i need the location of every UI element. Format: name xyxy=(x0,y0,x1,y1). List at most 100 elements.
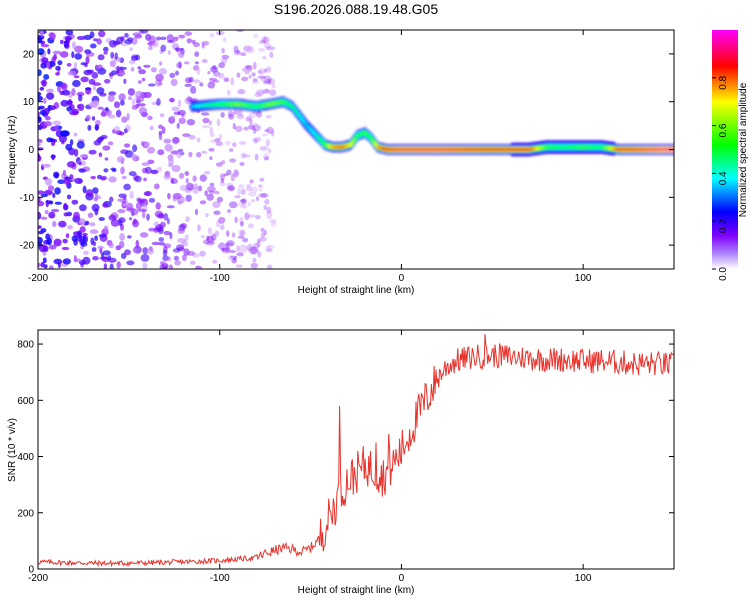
noise-cell xyxy=(238,184,245,190)
noise-cell xyxy=(123,128,128,134)
noise-cell xyxy=(188,135,196,140)
noise-cell xyxy=(235,171,239,176)
ridge-core-cell xyxy=(354,135,358,140)
noise-cell xyxy=(52,221,57,227)
noise-cell xyxy=(248,64,252,73)
noise-cell xyxy=(73,61,77,70)
noise-cell xyxy=(264,88,270,94)
noise-cell xyxy=(71,88,76,96)
noise-cell xyxy=(121,43,129,47)
noise-cell xyxy=(192,79,201,84)
noise-cell xyxy=(176,152,182,159)
noise-cell xyxy=(264,198,270,205)
noise-cell xyxy=(252,124,261,132)
noise-cell xyxy=(216,196,223,203)
noise-cell xyxy=(88,149,97,155)
ridge-core-cell xyxy=(352,138,357,142)
noise-cell xyxy=(38,153,41,162)
colorbar-ticks: 0.0 0.2 0.4 0.6 0.8 xyxy=(712,75,729,281)
noise-cell xyxy=(123,78,127,85)
noise-cell xyxy=(263,42,271,49)
noise-cell xyxy=(82,185,87,194)
noise-cell xyxy=(103,225,109,234)
noise-cell xyxy=(222,247,231,252)
noise-cell xyxy=(76,91,85,97)
noise-cell xyxy=(91,247,97,252)
spectrogram-ridge xyxy=(189,96,674,157)
noise-cell xyxy=(242,154,251,158)
noise-cell xyxy=(197,185,203,192)
noise-cell xyxy=(46,92,55,100)
noise-cell xyxy=(138,69,147,75)
noise-cell xyxy=(207,227,212,235)
noise-cell xyxy=(69,110,79,116)
noise-cell xyxy=(251,72,256,77)
noise-cell xyxy=(132,218,137,225)
noise-cell xyxy=(66,194,72,200)
noise-cell xyxy=(254,153,259,161)
noise-cell xyxy=(255,215,261,220)
noise-cell xyxy=(97,67,107,75)
noise-cell xyxy=(255,111,263,118)
noise-cell xyxy=(108,40,118,48)
noise-cell xyxy=(248,223,254,229)
noise-cell xyxy=(156,98,161,106)
noise-cell xyxy=(76,35,86,41)
noise-cell xyxy=(196,266,201,269)
noise-cell xyxy=(136,197,142,203)
noise-cell xyxy=(158,132,163,141)
noise-cell xyxy=(114,101,120,109)
noise-cell xyxy=(141,162,150,166)
noise-cell xyxy=(253,33,259,39)
ridge-core-cell xyxy=(299,116,304,120)
noise-cell xyxy=(221,248,229,254)
noise-cell xyxy=(239,244,248,253)
noise-cell xyxy=(52,50,62,55)
noise-cell xyxy=(60,130,69,137)
noise-cell xyxy=(43,108,50,115)
noise-cell xyxy=(150,67,157,73)
noise-cell xyxy=(162,266,168,269)
noise-cell xyxy=(205,240,215,246)
noise-cell xyxy=(127,235,132,239)
noise-cell xyxy=(174,260,181,266)
noise-cell xyxy=(228,250,237,253)
noise-cell xyxy=(155,36,162,41)
noise-cell xyxy=(108,72,114,77)
noise-cell xyxy=(250,246,259,255)
noise-cell xyxy=(104,79,111,84)
noise-cell xyxy=(93,38,98,42)
noise-cell xyxy=(58,220,67,228)
noise-cell xyxy=(166,34,174,42)
noise-cell xyxy=(76,104,82,109)
noise-cell xyxy=(162,255,169,262)
noise-cell xyxy=(62,169,67,176)
noise-cell xyxy=(189,260,196,265)
noise-cell xyxy=(89,229,99,234)
noise-cell xyxy=(137,66,142,70)
noise-cell xyxy=(129,217,132,221)
noise-cell xyxy=(94,124,100,131)
noise-cell xyxy=(150,169,159,174)
noise-cell xyxy=(38,138,42,143)
noise-cell xyxy=(225,243,229,251)
noise-cell xyxy=(220,173,225,181)
noise-cell xyxy=(243,126,249,131)
noise-cell xyxy=(123,183,131,191)
noise-cell xyxy=(97,106,104,110)
noise-cell xyxy=(236,72,241,78)
noise-cell xyxy=(173,111,181,116)
noise-cell xyxy=(240,52,247,57)
noise-cell xyxy=(168,158,175,166)
noise-cell xyxy=(64,179,70,185)
noise-cell xyxy=(234,216,238,224)
noise-cell xyxy=(92,85,96,91)
noise-cell xyxy=(85,189,94,197)
noise-cell xyxy=(149,125,154,131)
noise-cell xyxy=(157,149,165,156)
noise-cell xyxy=(159,61,163,66)
noise-cell xyxy=(130,55,139,61)
ridge-core-cell xyxy=(374,143,378,147)
noise-cell xyxy=(76,141,85,149)
spectrogram-y-ticks: 20 10 0 -10 -20 xyxy=(20,49,674,252)
